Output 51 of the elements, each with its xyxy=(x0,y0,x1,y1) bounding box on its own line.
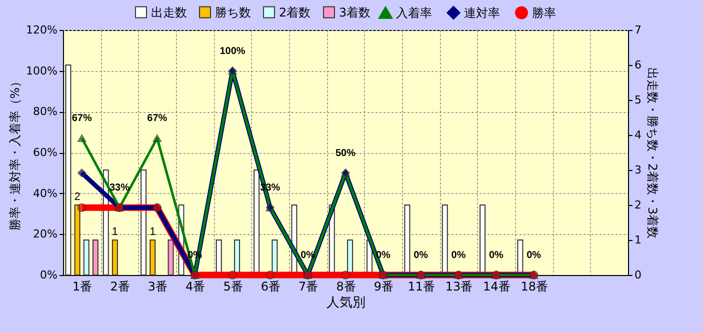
x-tick-label: 6番 xyxy=(260,280,280,294)
y2-tick-label: 1 xyxy=(634,234,642,246)
y2-tick-label: 3 xyxy=(634,164,642,176)
legend-label: 2着数 xyxy=(279,5,311,20)
data-label: 0% xyxy=(188,250,202,261)
data-label: 2 xyxy=(74,191,80,203)
x-tick-label: 1番 xyxy=(72,280,92,294)
data-label: 0% xyxy=(526,250,542,261)
y-tick-label: 20% xyxy=(33,228,58,241)
y2-tick-label: 4 xyxy=(634,128,642,142)
data-label: 67% xyxy=(72,113,92,124)
legend-label: 連対率 xyxy=(464,6,500,20)
data-label: 100% xyxy=(220,46,246,57)
x-tick-label: 14番 xyxy=(483,280,510,294)
legend-label: 入着率 xyxy=(396,6,432,20)
y-axis-title: 勝率・連対率・入着率（%） xyxy=(8,75,22,231)
x-tick-label: 2番 xyxy=(110,280,130,294)
y-tick-label: 0% xyxy=(40,268,58,282)
y-tick-label: 80% xyxy=(33,105,58,118)
y-tick-label: 100% xyxy=(26,64,58,78)
x-tick-label: 3番 xyxy=(148,280,168,294)
data-label: 50% xyxy=(335,148,356,159)
y2-tick-label: 7 xyxy=(634,24,642,36)
data-label: 0% xyxy=(414,250,428,261)
x-tick-label: 13番 xyxy=(445,280,473,294)
legend-label: 勝率 xyxy=(532,6,556,20)
data-label: 0% xyxy=(451,250,466,261)
x-tick-label: 8番 xyxy=(336,280,356,294)
x-tick-label: 18番 xyxy=(520,280,548,294)
x-axis-title: 人気別 xyxy=(326,296,366,310)
data-label: 33% xyxy=(109,182,130,194)
y-tick-label: 40% xyxy=(33,186,58,200)
y-tick-label: 120% xyxy=(26,24,58,36)
x-tick-label: 5番 xyxy=(223,280,243,294)
data-label: 67% xyxy=(147,113,168,124)
x-tick-label: 11番 xyxy=(408,280,435,294)
x-tick-label: 9番 xyxy=(374,280,394,294)
y2-tick-label: 6 xyxy=(634,58,642,72)
legend-label: 出走数 xyxy=(151,5,187,20)
x-tick-label: 4番 xyxy=(186,280,206,294)
data-label: 0% xyxy=(488,250,504,261)
y2-tick-label: 2 xyxy=(634,198,642,212)
y2-axis-title: 出走数・勝ち数・2着数・3着数 xyxy=(646,67,660,239)
y2-tick-label: 0 xyxy=(634,268,642,282)
legend-label: 3着数 xyxy=(339,5,371,20)
y-tick-label: 60% xyxy=(33,146,58,159)
data-label: 1 xyxy=(112,226,118,238)
legend-label: 勝ち数 xyxy=(215,5,251,20)
x-tick-label: 7番 xyxy=(298,280,318,294)
y2-tick-label: 5 xyxy=(634,94,642,106)
data-label: 1 xyxy=(150,226,156,238)
